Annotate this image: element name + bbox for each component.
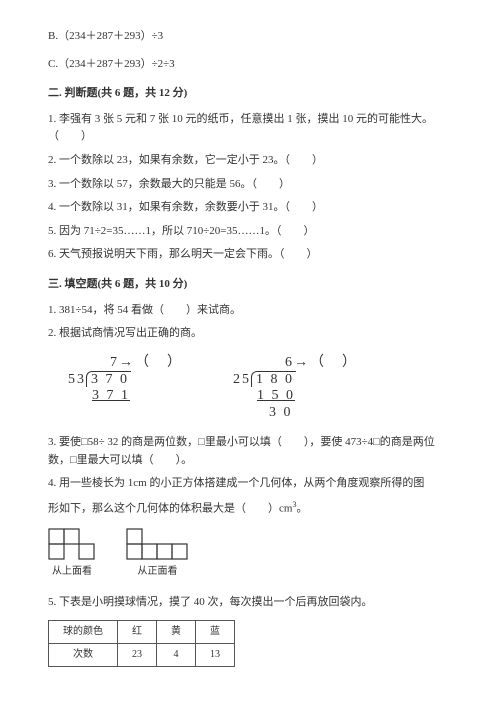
d1-quot: 7 [110,355,119,370]
s2-q2: 2. 一个数除以 23，如果有余数，它一定小于 23。（ ） [48,152,452,170]
top-view-group: 从上面看 [48,528,96,580]
top-view-label: 从上面看 [52,564,92,580]
s2-q5: 5. 因为 71÷2=35……1，所以 710÷20=35……1。（ ） [48,223,452,241]
th-blue: 蓝 [196,620,235,643]
s3-q3: 3. 要使□58÷ 32 的商是两位数，□里最小可以填（ ），要使 473÷4□… [48,434,452,469]
s3-q4b: 形如下，那么这个几何体的体积最大是（ ）cm3。 [48,499,452,518]
d2-quot: 6 [285,355,294,370]
th-yellow: 黄 [157,620,196,643]
s3-q1: 1. 381÷54，将 54 看做（ ）来试商。 [48,302,452,320]
ball-color-table: 球的颜色 红 黄 蓝 次数 23 4 13 [48,620,235,667]
section2-title: 二. 判断题(共 6 题，共 12 分) [48,85,452,103]
s2-q3: 3. 一个数除以 57，余数最大的只能是 56。（ ） [48,176,452,194]
top-view-shape [48,528,96,560]
table-header-row: 球的颜色 红 黄 蓝 [49,620,235,643]
th-red: 红 [118,620,157,643]
table-data-row: 次数 23 4 13 [49,643,235,666]
section3-title: 三. 填空题(共 6 题，共 10 分) [48,276,452,294]
shapes-row: 从上面看 从正面看 [48,528,452,580]
d2-dividend: 1 8 0 [251,371,296,387]
s2-q1: 1. 李强有 3 张 5 元和 7 张 10 元的纸币，任意摸出 1 张，摸出 … [48,111,452,146]
option-c: C.（234＋287＋293）÷2÷3 [48,56,452,74]
front-view-shape [126,528,189,560]
front-view-group: 从正面看 [126,528,189,580]
s2-q6: 6. 天气预报说明天下雨，那么明天一定会下雨。（ ） [48,246,452,264]
d2-sub2: 3 0 [233,405,358,422]
s3-q4a: 4. 用一些棱长为 1cm 的小正方体搭建成一个几何体，从两个角度观察所得的图 [48,475,452,493]
td-yellow: 4 [157,643,196,666]
longdiv-2: 6→（ ） 251 8 0 1 5 0 3 0 [233,355,358,422]
s2-q4: 4. 一个数除以 31，如果有余数，余数要小于 31。（ ） [48,199,452,217]
d1-dividend: 3 7 0 [86,371,131,387]
td-label: 次数 [49,643,118,666]
front-view-label: 从正面看 [138,564,178,580]
td-blue: 13 [196,643,235,666]
s3-q5: 5. 下表是小明摸球情况，摸了 40 次，每次摸出一个后再放回袋内。 [48,594,452,612]
td-red: 23 [118,643,157,666]
long-division-row: 7→（ ） 533 7 0 3 7 1 6→（ ） 251 8 0 1 5 0 … [68,355,452,422]
d2-sub1: 1 5 0 [233,388,358,405]
s3-q2: 2. 根据试商情况写出正确的商。 [48,325,452,343]
d1-divisor: 53 [68,372,86,387]
d1-sub: 3 7 1 [68,388,183,405]
longdiv-1: 7→（ ） 533 7 0 3 7 1 [68,355,183,405]
th-color: 球的颜色 [49,620,118,643]
d2-divisor: 25 [233,372,251,387]
option-b: B.（234＋287＋293）÷3 [48,28,452,46]
